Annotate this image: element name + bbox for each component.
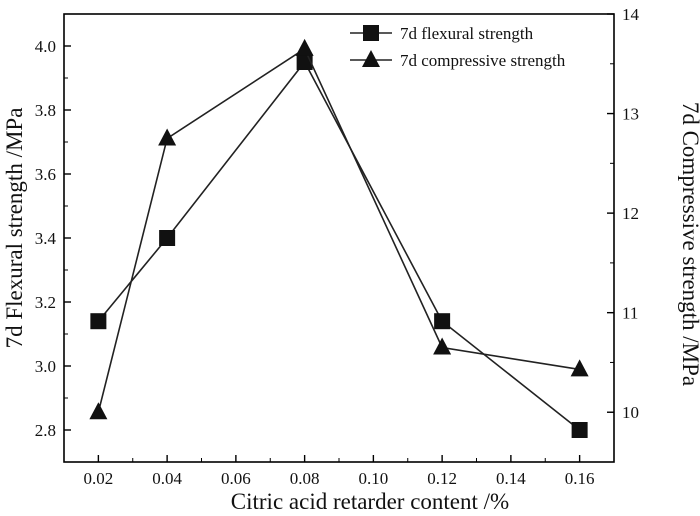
x-tick-label: 0.10 [359, 469, 389, 488]
x-axis-ticks: 0.02 0.04 0.06 0.08 0.10 0.12 0.14 0.16 [63, 455, 615, 488]
data-point-square [159, 230, 176, 246]
x-tick-label: 0.14 [496, 469, 526, 488]
data-point-triangle [158, 128, 177, 146]
data-point-square [434, 313, 451, 330]
plot-border [63, 13, 615, 463]
y-right-tick-label: 10 [622, 403, 639, 422]
legend-label: 7d compressive strength [400, 51, 566, 70]
y-left-tick-label: 2.8 [35, 421, 56, 440]
legend-marker-triangle [362, 50, 380, 67]
y-left-tick-label: 3.0 [35, 357, 56, 376]
y-left-tick-label: 3.6 [35, 165, 56, 184]
data-point-triangle [295, 38, 314, 56]
y-right-tick-label: 12 [622, 204, 639, 223]
y-right-axis-label: 7d Compressive strength /MPa [678, 102, 700, 386]
y-right-tick-label: 13 [622, 105, 639, 124]
series-flexural [90, 54, 588, 438]
series-layer [89, 38, 589, 438]
data-point-square [90, 313, 107, 330]
y-left-axis-ticks: 2.8 3.0 3.2 3.4 3.6 3.8 4.0 [35, 13, 71, 463]
x-tick-label: 0.12 [427, 469, 457, 488]
x-axis-label: Citric acid retarder content /% [231, 489, 509, 514]
series-compressive [89, 38, 589, 420]
y-left-tick-label: 3.8 [35, 101, 56, 120]
y-right-tick-label: 11 [622, 304, 638, 323]
legend-marker-square [363, 25, 379, 41]
y-right-axis-ticks: 10 11 12 13 14 [607, 5, 640, 463]
x-tick-label: 0.02 [84, 469, 114, 488]
y-right-tick-label: 14 [622, 5, 640, 24]
y-left-tick-label: 4.0 [35, 37, 56, 56]
plot-frame [63, 13, 615, 463]
y-left-tick-label: 3.4 [35, 229, 57, 248]
y-left-tick-label: 3.2 [35, 293, 56, 312]
legend-label: 7d flexural strength [400, 24, 534, 43]
x-tick-label: 0.04 [152, 469, 182, 488]
y-left-axis-label: 7d Flexural strength /MPa [2, 108, 27, 349]
data-point-triangle [433, 337, 452, 355]
x-tick-label: 0.08 [290, 469, 320, 488]
x-tick-label: 0.16 [565, 469, 595, 488]
data-point-triangle [89, 402, 108, 420]
data-point-triangle [570, 359, 589, 377]
data-point-square [571, 422, 588, 438]
legend: 7d flexural strength 7d compressive stren… [350, 24, 566, 70]
x-tick-label: 0.06 [221, 469, 251, 488]
